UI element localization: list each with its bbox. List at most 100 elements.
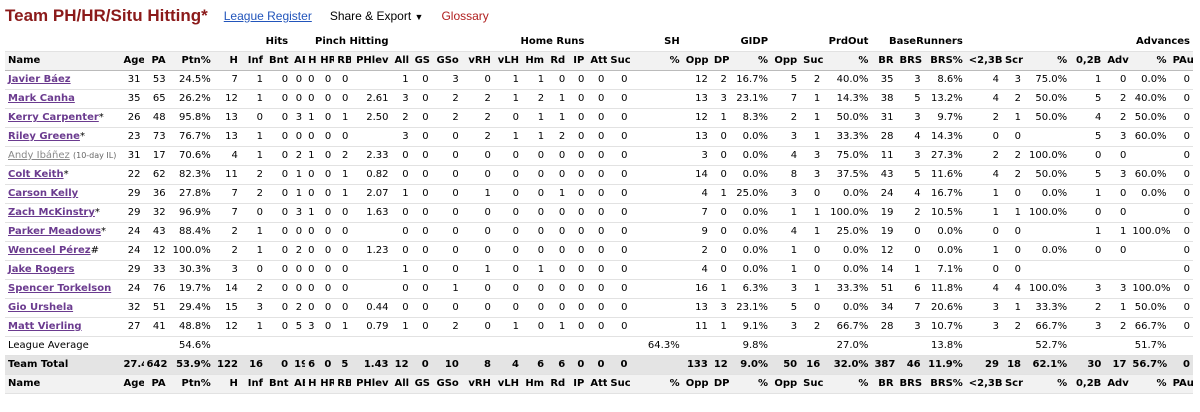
- stat-cell: 1: [771, 241, 801, 261]
- stat-cell: 11: [682, 317, 711, 337]
- stat-cell: 4: [493, 354, 523, 375]
- stat-cell: [493, 336, 523, 356]
- stat-cell: 8: [461, 354, 494, 375]
- stat-cell: 51: [871, 279, 897, 299]
- player-link[interactable]: Mark Canha: [8, 93, 75, 104]
- stat-cell: 0: [710, 127, 730, 147]
- stat-cell: 0: [317, 165, 335, 185]
- row-label: Team Total: [8, 359, 69, 370]
- name-cell: Matt Vierling: [5, 317, 121, 337]
- table-row: Mark Canha 35 65 26.2% 12 1 0 0 0 0 0 2.61 3 0 2 2 1 2 1 0 0…: [5, 89, 1193, 109]
- player-link[interactable]: Spencer Torkelson: [8, 283, 112, 294]
- stat-cell: 50.0%: [1024, 165, 1071, 185]
- column-header: Opp: [771, 374, 801, 394]
- stat-cell: 1: [391, 184, 412, 204]
- stat-cell: 0: [493, 260, 523, 280]
- stat-cell: 0.0%: [1129, 184, 1170, 204]
- stat-cell: 0: [607, 165, 631, 185]
- player-link[interactable]: Gio Urshela: [8, 302, 74, 313]
- player-link[interactable]: Carson Kelly: [8, 188, 79, 199]
- stat-cell: 0: [568, 89, 588, 109]
- group-header: Home Runs: [391, 32, 588, 52]
- column-header: Name: [5, 374, 121, 394]
- stat-cell: 0: [266, 165, 292, 185]
- league-register-link[interactable]: League Register: [223, 9, 312, 23]
- stat-cell: 29: [120, 203, 144, 223]
- player-link[interactable]: Wenceel Pérez: [8, 245, 91, 256]
- stat-cell: 2: [1001, 317, 1025, 337]
- stat-cell: [800, 336, 824, 356]
- stat-cell: 0: [568, 222, 588, 242]
- stat-cell: 0: [317, 222, 335, 242]
- group-header-row: Hits Pinch Hitting Home Runs SH GIDP PrdOut Ba…: [5, 32, 1193, 52]
- stat-cell: 33.3%: [823, 279, 872, 299]
- column-header: %: [1024, 51, 1071, 71]
- stat-cell: 0.0%: [823, 260, 872, 280]
- stat-cell: [607, 336, 631, 356]
- player-link[interactable]: Colt Keith: [8, 169, 64, 180]
- stat-cell: 0: [568, 165, 588, 185]
- group-header: BaseRunners: [871, 32, 966, 52]
- stat-cell: 2: [240, 184, 266, 204]
- player-link[interactable]: Matt Vierling: [8, 321, 82, 332]
- stat-cell: 18: [1001, 354, 1025, 375]
- column-header: HR: [317, 51, 335, 71]
- stat-cell: 95.8%: [168, 108, 214, 128]
- stat-cell: 29: [120, 260, 144, 280]
- player-link[interactable]: Riley Greene: [8, 131, 80, 142]
- stat-cell: 0: [568, 279, 588, 299]
- stat-cell: 0: [1001, 184, 1025, 204]
- stat-cell: 1: [334, 317, 352, 337]
- stat-cell: 0: [587, 317, 608, 337]
- stat-cell: 3: [800, 165, 824, 185]
- stat-cell: 0: [587, 279, 608, 299]
- stat-cell: 1: [1070, 184, 1105, 204]
- share-export-label[interactable]: Share & Export: [329, 9, 412, 23]
- stat-cell: 5: [896, 165, 924, 185]
- column-header: PAu: [1169, 374, 1193, 394]
- player-link[interactable]: Zach McKinstry: [8, 207, 95, 218]
- share-export-menu[interactable]: Share & Export ▼: [330, 9, 424, 23]
- player-link[interactable]: Andy Ibáñez: [8, 150, 70, 161]
- player-link[interactable]: Kerry Carpenter: [8, 112, 99, 123]
- stat-cell: 0: [607, 146, 631, 166]
- player-link[interactable]: Javier Báez: [8, 74, 71, 85]
- stat-cell: 0: [493, 165, 523, 185]
- stat-cell: 0: [607, 203, 631, 223]
- stat-cell: 25.0%: [729, 184, 772, 204]
- stat-cell: 0: [391, 165, 412, 185]
- stat-cell: 53: [143, 70, 169, 90]
- stat-cell: 13: [213, 127, 241, 147]
- stat-cell: 40.0%: [823, 70, 872, 90]
- stat-cell: 7: [896, 298, 924, 318]
- player-link[interactable]: Parker Meadows: [8, 226, 102, 237]
- stat-cell: [213, 336, 241, 356]
- name-cell: Spencer Torkelson: [5, 279, 121, 299]
- stat-cell: 0: [411, 165, 432, 185]
- stat-cell: 0: [1001, 127, 1025, 147]
- stat-cell: 0: [522, 222, 548, 242]
- stat-cell: 32: [143, 203, 169, 223]
- column-header: %: [1129, 374, 1170, 394]
- stat-cell: 0: [461, 165, 494, 185]
- table-row: Riley Greene* 23 73 76.7% 13 1 0 0 0 0 0 3 0 0 2 1 1 2 0 0 0…: [5, 127, 1193, 147]
- stat-cell: [630, 165, 683, 185]
- stat-cell: 0: [431, 203, 462, 223]
- stat-cell: 0.0%: [923, 241, 966, 261]
- stat-cell: 13: [682, 298, 711, 318]
- stat-cell: 1: [800, 108, 824, 128]
- stat-cell: 53.9%: [168, 354, 214, 375]
- stat-cell: 0: [411, 70, 432, 90]
- column-header: <2,3B: [965, 374, 1002, 394]
- stat-cell: 26: [120, 108, 144, 128]
- stat-cell: 1: [240, 146, 266, 166]
- stat-cell: 0: [587, 222, 608, 242]
- glossary-link[interactable]: Glossary: [441, 9, 489, 23]
- stat-cell: 0: [391, 222, 412, 242]
- stat-cell: 0: [568, 203, 588, 223]
- player-marker: *: [79, 131, 85, 142]
- stat-cell: 76: [143, 279, 169, 299]
- column-header: Hm: [522, 374, 548, 394]
- player-link[interactable]: Jake Rogers: [8, 264, 75, 275]
- stat-cell: [547, 336, 569, 356]
